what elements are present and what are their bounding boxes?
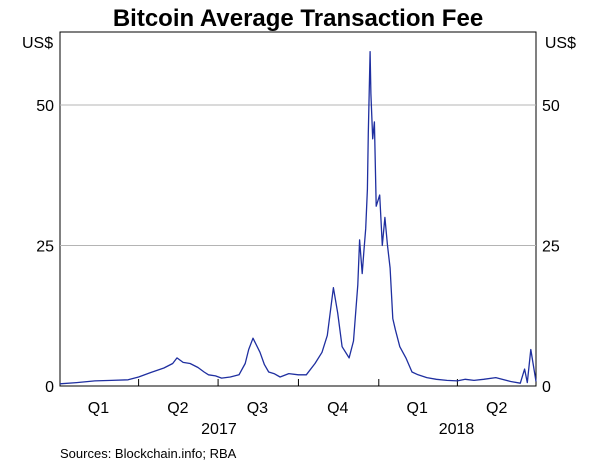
source-note: Sources: Blockchain.info; RBA (60, 446, 237, 461)
y-tick-label-right: 0 (542, 379, 551, 396)
y-ticks-right: 0 25 50 (542, 98, 560, 396)
x-tick-label-year: 2017 (201, 421, 237, 438)
x-tick-label-quarter: Q2 (167, 400, 188, 417)
series-group (59, 51, 537, 385)
y-tick-label-right: 50 (542, 98, 560, 115)
x-tick-label-quarter: Q4 (327, 400, 348, 417)
x-tick-label-year: 2018 (439, 421, 475, 438)
right-axis-unit: US$ (545, 35, 576, 52)
chart-title: Bitcoin Average Transaction Fee (113, 5, 483, 32)
x-labels: Q1 Q2 Q3 Q4 Q1 Q2 2017 2018 (88, 400, 508, 438)
y-tick-label-left: 25 (36, 239, 54, 256)
y-ticks-left: 0 25 50 (36, 98, 54, 396)
gridlines (60, 104, 536, 247)
series-line-transaction-fee (59, 51, 537, 385)
y-tick-label-right: 25 (542, 239, 560, 256)
y-tick-label-left: 0 (45, 379, 54, 396)
y-tick-label-left: 50 (36, 98, 54, 115)
x-tick-label-quarter: Q2 (486, 400, 507, 417)
x-tick-label-quarter: Q3 (247, 400, 268, 417)
x-tick-label-quarter: Q1 (407, 400, 428, 417)
x-tick-label-quarter: Q1 (88, 400, 109, 417)
x-ticks (138, 379, 458, 386)
left-axis-unit: US$ (22, 35, 53, 52)
plot-frame (59, 31, 537, 387)
